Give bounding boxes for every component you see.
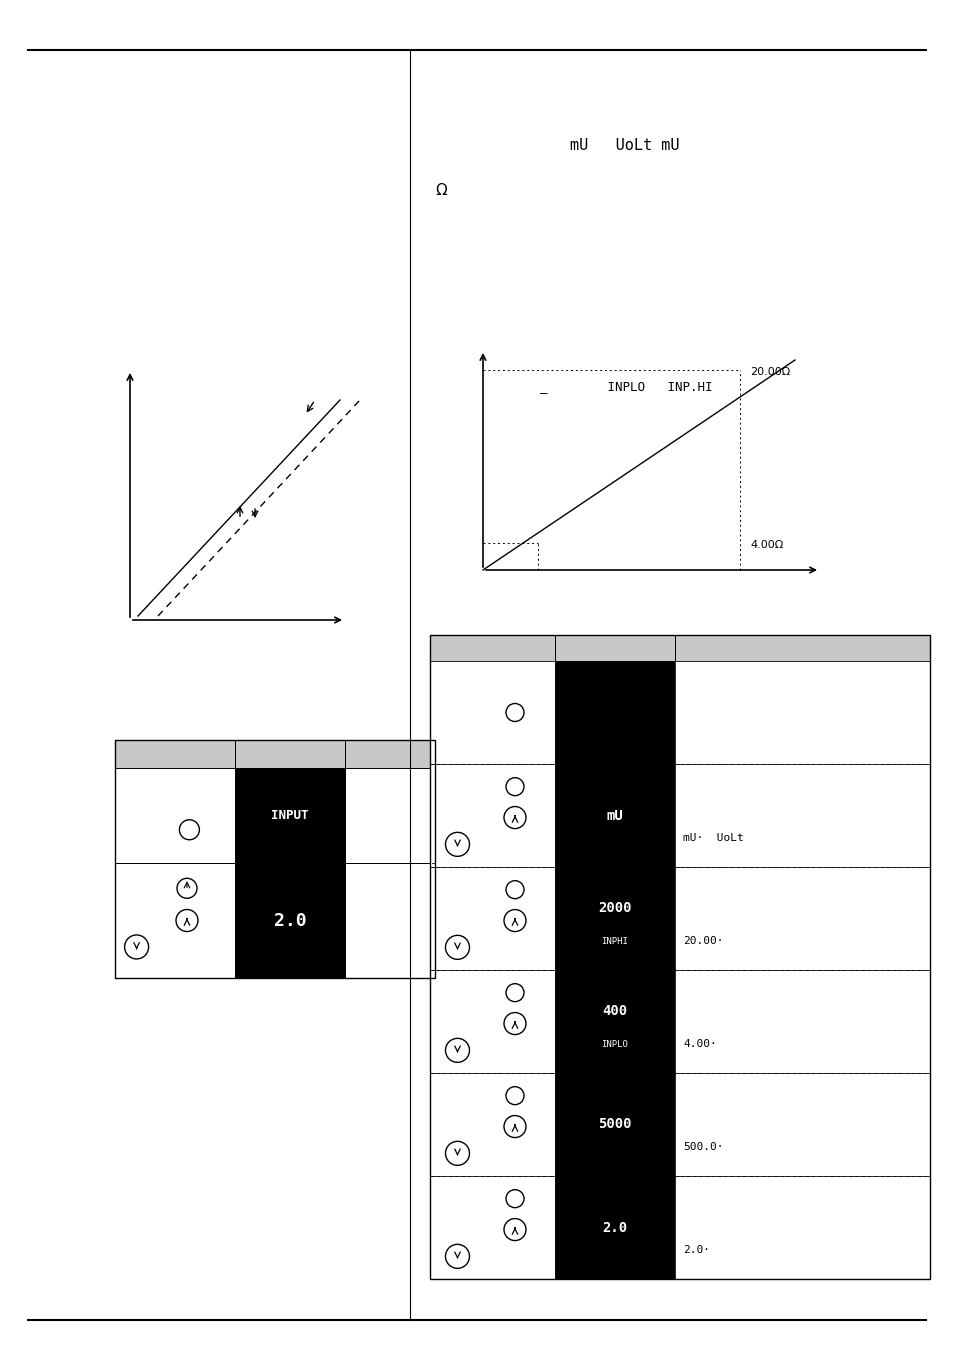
Text: INPHI: INPHI (601, 937, 628, 945)
Text: 4.00·: 4.00· (682, 1040, 716, 1049)
Bar (430, 1073, 555, 1176)
Bar (675, 662, 929, 764)
Bar (555, 662, 675, 764)
Text: 20.00·: 20.00· (682, 936, 722, 946)
Bar (430, 634, 929, 1278)
Bar (675, 867, 929, 971)
Bar (345, 740, 435, 768)
Bar (345, 863, 435, 977)
Bar (115, 740, 234, 768)
Bar (675, 1073, 929, 1176)
Bar (555, 867, 675, 971)
Bar (675, 971, 929, 1073)
Bar (675, 634, 929, 662)
Bar (430, 971, 555, 1073)
Text: 400: 400 (601, 1004, 627, 1018)
Text: 2.0: 2.0 (601, 1220, 627, 1234)
Bar (430, 1176, 555, 1278)
Bar (675, 764, 929, 867)
Text: 2.0·: 2.0· (682, 1245, 709, 1256)
Bar (430, 662, 555, 764)
Bar (115, 768, 234, 863)
Text: _        INPLO   INP.HI: _ INPLO INP.HI (539, 379, 712, 393)
Text: 20.00Ω: 20.00Ω (749, 367, 789, 377)
Text: 4.00Ω: 4.00Ω (749, 540, 782, 549)
Text: mU   UoLt mU: mU UoLt mU (569, 138, 679, 153)
Bar (345, 768, 435, 863)
Bar (430, 634, 555, 662)
Bar (555, 971, 675, 1073)
Bar (555, 634, 675, 662)
Text: mU: mU (606, 809, 622, 822)
Bar (243, 776, 336, 855)
Text: INPUT: INPUT (271, 809, 309, 822)
Bar (555, 1073, 675, 1176)
Text: 500.0·: 500.0· (682, 1142, 722, 1152)
Bar (234, 768, 345, 863)
Text: 2.0: 2.0 (274, 911, 306, 930)
Bar (430, 764, 555, 867)
Text: mU·  UoLt: mU· UoLt (682, 833, 743, 844)
Bar (115, 863, 234, 977)
Bar (234, 863, 345, 977)
Text: 2000: 2000 (598, 902, 631, 915)
Text: INPLO: INPLO (601, 1040, 628, 1049)
Bar (234, 740, 345, 768)
Bar (555, 764, 675, 867)
Bar (115, 740, 435, 977)
Bar (430, 867, 555, 971)
Bar (675, 1176, 929, 1278)
Bar (555, 1176, 675, 1278)
Bar (243, 871, 336, 971)
Text: Ω: Ω (435, 184, 446, 198)
Text: 5000: 5000 (598, 1118, 631, 1131)
